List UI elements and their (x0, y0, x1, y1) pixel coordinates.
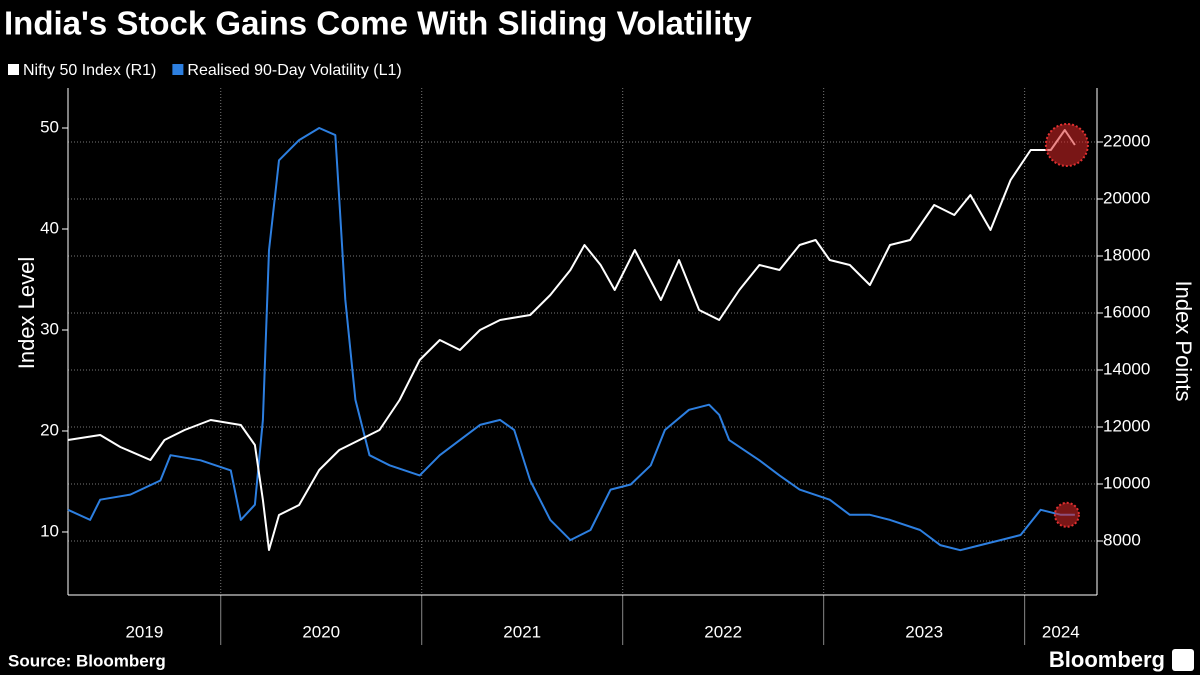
y-tick-label: 20 (40, 420, 59, 439)
y2-tick-label: 12000 (1103, 416, 1150, 435)
x-tick-label: 2020 (302, 622, 340, 641)
series-line (67, 129, 1076, 551)
x-tick-label: 2023 (905, 622, 943, 641)
legend-label: Nifty 50 Index (R1) (23, 62, 156, 79)
legend-swatch (172, 64, 184, 75)
y2-tick-label: 8000 (1103, 530, 1141, 549)
y2-tick-label: 20000 (1103, 188, 1150, 207)
highlight-circle (1044, 122, 1089, 167)
chart-title: India's Stock Gains Come With Sliding Vo… (4, 5, 752, 42)
y-tick-label: 40 (40, 218, 59, 237)
y2-tick-label: 14000 (1103, 359, 1150, 378)
y2-axis-label: Index Points (1171, 280, 1196, 401)
series-line (67, 127, 1075, 552)
brand-icon (1172, 649, 1194, 671)
legend-label: Realised 90-Day Volatility (L1) (187, 62, 401, 79)
y-tick-label: 30 (40, 319, 59, 338)
x-tick-label: 2021 (503, 622, 541, 641)
x-tick-label: 2022 (704, 622, 742, 641)
source: Source: Bloomberg (8, 651, 166, 670)
brand: Bloomberg (1049, 647, 1165, 672)
y-tick-label: 50 (40, 117, 59, 136)
highlight-circle (1053, 501, 1080, 528)
y2-tick-label: 16000 (1103, 302, 1150, 321)
y2-tick-label: 18000 (1103, 245, 1150, 264)
y-axis-label: Index Level (14, 257, 39, 370)
y-tick-label: 10 (40, 521, 59, 540)
y2-tick-label: 22000 (1103, 131, 1150, 150)
x-tick-label: 2019 (125, 622, 163, 641)
y2-tick-label: 10000 (1103, 473, 1150, 492)
x-tick-label: 2024 (1042, 622, 1080, 641)
legend-swatch (8, 64, 19, 75)
